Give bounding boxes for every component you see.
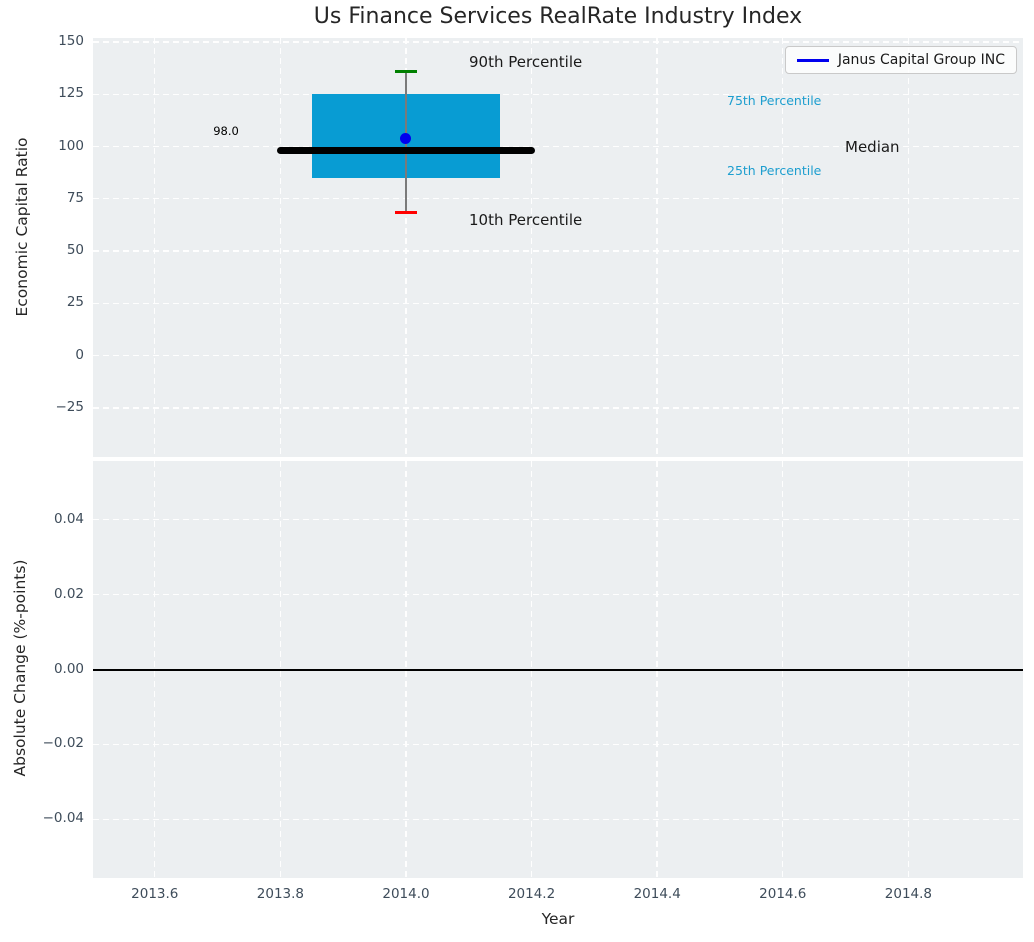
- p90-annotation: 90th Percentile: [469, 53, 583, 71]
- gridline-vertical: [530, 38, 533, 457]
- p10-annotation: 10th Percentile: [469, 211, 583, 229]
- gridline-horizontal: [93, 519, 1023, 521]
- y-tick-label: 100: [58, 137, 84, 154]
- x-axis-label: Year: [541, 910, 575, 928]
- chart-title: Us Finance Services RealRate Industry In…: [313, 4, 803, 29]
- gridline-vertical: [154, 38, 156, 457]
- x-tick-label: 2013.8: [256, 886, 305, 902]
- gridline-horizontal: [93, 407, 1023, 409]
- x-tick-label: 2014.6: [759, 886, 807, 902]
- y-tick-label: −0.04: [42, 810, 84, 827]
- median-line: [277, 147, 535, 155]
- y-tick-label: 0.04: [53, 510, 84, 527]
- gridline-vertical: [907, 38, 910, 457]
- gridline-vertical: [656, 38, 658, 457]
- gridline-horizontal: [93, 818, 1023, 820]
- median-value-label: 98.0: [213, 124, 239, 138]
- y-tick-label: −0.02: [42, 735, 84, 752]
- p25-annotation: 25th Percentile: [727, 163, 822, 178]
- y-tick-label: 0.00: [53, 660, 84, 677]
- gridline-horizontal: [93, 198, 1023, 200]
- y-tick-label: 75: [66, 189, 84, 206]
- p10-cap: [394, 210, 417, 214]
- x-tick-label: 2014.8: [884, 886, 933, 902]
- gridline-horizontal: [93, 302, 1023, 304]
- gridline-vertical: [782, 38, 784, 457]
- y-tick-label: 0: [75, 346, 84, 363]
- y-tick-label: 25: [66, 294, 84, 311]
- x-tick-label: 2013.6: [131, 886, 179, 902]
- gridline-horizontal: [93, 41, 1023, 43]
- gridline-horizontal: [93, 250, 1023, 252]
- gridline-horizontal: [93, 743, 1023, 746]
- zero-line: [93, 668, 1023, 671]
- p90-cap: [394, 69, 417, 73]
- bottom-plot-area: [93, 461, 1023, 878]
- gridline-horizontal: [93, 93, 1023, 95]
- gridline-horizontal: [93, 593, 1023, 596]
- legend: Janus Capital Group INC: [784, 46, 1017, 74]
- x-tick-label: 2014.0: [382, 886, 430, 902]
- gridline-vertical: [279, 38, 282, 457]
- gridline-horizontal: [93, 354, 1023, 357]
- top-y-axis-label: Economic Capital Ratio: [13, 137, 31, 317]
- legend-label: Janus Capital Group INC: [837, 52, 1005, 68]
- legend-line-swatch: [796, 58, 829, 62]
- y-tick-label: 125: [58, 85, 84, 102]
- x-tick-label: 2014.4: [633, 886, 681, 902]
- y-tick-label: 50: [66, 242, 84, 259]
- gridline-horizontal: [93, 145, 1023, 148]
- x-tick-label: 2014.2: [507, 886, 556, 902]
- y-tick-label: −25: [55, 398, 85, 415]
- gridline-vertical: [405, 38, 407, 457]
- top-plot-area: 90th Percentile 10th Percentile 75th Per…: [93, 38, 1023, 457]
- p75-annotation: 75th Percentile: [727, 93, 822, 108]
- company-marker-dot: [400, 132, 412, 144]
- median-annotation: Median: [845, 138, 900, 156]
- y-tick-label: 0.02: [53, 585, 84, 602]
- y-tick-label: 150: [58, 32, 84, 49]
